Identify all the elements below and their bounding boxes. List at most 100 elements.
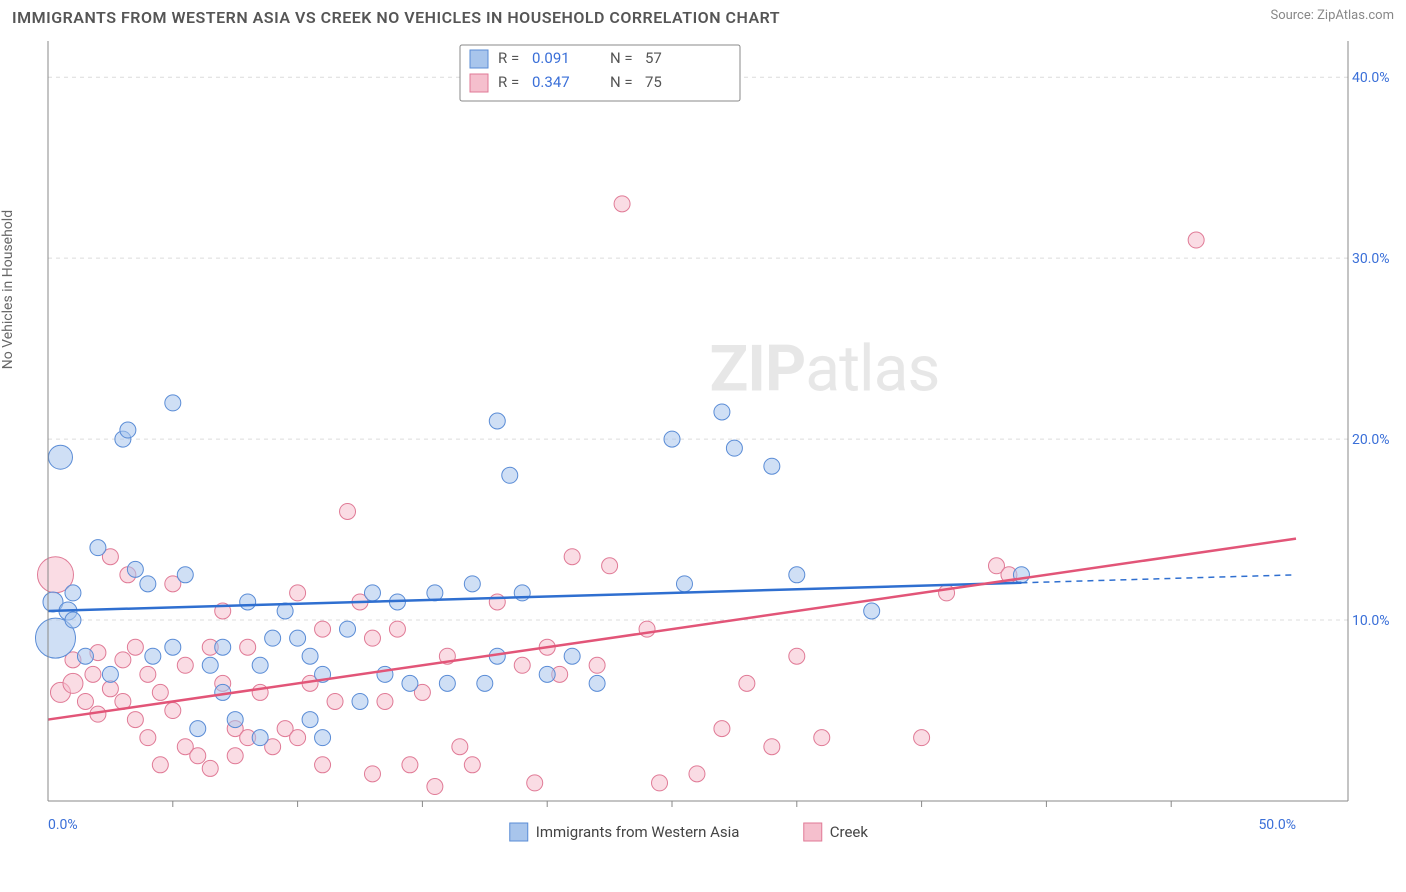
legend-n-value: 57	[645, 49, 662, 67]
data-point-creek	[914, 730, 930, 746]
bottom-legend-swatch-immigrants	[510, 823, 528, 841]
data-point-creek	[764, 739, 780, 755]
data-point-immigrants	[265, 630, 281, 646]
data-point-creek	[140, 730, 156, 746]
data-point-immigrants	[402, 675, 418, 691]
chart-title: IMMIGRANTS FROM WESTERN ASIA VS CREEK NO…	[12, 8, 780, 27]
legend-r-value: 0.091	[532, 49, 570, 67]
chart-container: No Vehicles in Household 10.0%20.0%30.0%…	[0, 31, 1406, 851]
data-point-creek	[652, 775, 668, 791]
data-point-creek	[115, 652, 131, 668]
data-point-creek	[202, 760, 218, 776]
data-point-creek	[514, 657, 530, 673]
data-point-creek	[814, 730, 830, 746]
bottom-legend-swatch-creek	[804, 823, 822, 841]
data-point-immigrants	[315, 730, 331, 746]
data-point-immigrants	[165, 395, 181, 411]
data-point-immigrants	[302, 712, 318, 728]
data-point-immigrants	[302, 648, 318, 664]
data-point-creek	[464, 757, 480, 773]
trend-line-dash-immigrants	[1021, 575, 1296, 583]
data-point-immigrants	[290, 630, 306, 646]
data-point-creek	[315, 621, 331, 637]
data-point-creek	[290, 585, 306, 601]
data-point-immigrants	[664, 431, 680, 447]
data-point-creek	[315, 757, 331, 773]
legend-n-value: 75	[645, 73, 662, 91]
data-point-creek	[63, 673, 83, 693]
data-point-immigrants	[352, 693, 368, 709]
data-point-creek	[240, 639, 256, 655]
data-point-creek	[739, 675, 755, 691]
data-point-creek	[389, 621, 405, 637]
data-point-creek	[589, 657, 605, 673]
data-point-creek	[377, 693, 393, 709]
data-point-creek	[340, 503, 356, 519]
data-point-creek	[140, 666, 156, 682]
data-point-creek	[789, 648, 805, 664]
data-point-creek	[102, 681, 118, 697]
legend-swatch-creek	[470, 74, 488, 92]
data-point-immigrants	[477, 675, 493, 691]
data-point-creek	[427, 779, 443, 795]
data-point-creek	[527, 775, 543, 791]
data-point-immigrants	[127, 561, 143, 577]
data-point-creek	[190, 748, 206, 764]
x-tick-label: 50.0%	[1258, 817, 1296, 833]
trend-line-creek	[48, 539, 1296, 720]
data-point-immigrants	[102, 666, 118, 682]
data-point-creek	[152, 684, 168, 700]
data-point-immigrants	[539, 666, 555, 682]
data-point-creek	[489, 594, 505, 610]
y-tick-label: 40.0%	[1352, 70, 1390, 86]
legend-n-label: N =	[610, 73, 633, 91]
data-point-creek	[689, 766, 705, 782]
data-point-creek	[452, 739, 468, 755]
data-point-immigrants	[240, 594, 256, 610]
data-point-immigrants	[215, 639, 231, 655]
legend-n-label: N =	[610, 49, 633, 67]
data-point-creek	[127, 639, 143, 655]
legend-r-label: R =	[498, 73, 519, 91]
data-point-immigrants	[77, 648, 93, 664]
data-point-creek	[364, 766, 380, 782]
data-point-creek	[85, 666, 101, 682]
data-point-creek	[364, 630, 380, 646]
legend-r-label: R =	[498, 49, 519, 67]
data-point-immigrants	[48, 445, 72, 469]
data-point-immigrants	[65, 612, 81, 628]
data-point-immigrants	[190, 721, 206, 737]
data-point-creek	[614, 196, 630, 212]
source-attribution: Source: ZipAtlas.com	[1270, 8, 1394, 23]
data-point-creek	[1188, 232, 1204, 248]
data-point-immigrants	[714, 404, 730, 420]
data-point-immigrants	[177, 567, 193, 583]
data-point-immigrants	[202, 657, 218, 673]
y-tick-label: 10.0%	[1352, 613, 1390, 629]
data-point-immigrants	[90, 540, 106, 556]
data-point-immigrants	[726, 440, 742, 456]
data-point-immigrants	[145, 648, 161, 664]
data-point-immigrants	[564, 648, 580, 664]
data-point-immigrants	[589, 675, 605, 691]
bottom-legend-label-immigrants: Immigrants from Western Asia	[536, 823, 740, 841]
data-point-immigrants	[252, 730, 268, 746]
data-point-immigrants	[676, 576, 692, 592]
y-tick-label: 20.0%	[1352, 432, 1390, 448]
data-point-creek	[177, 657, 193, 673]
data-point-immigrants	[502, 467, 518, 483]
data-point-immigrants	[864, 603, 880, 619]
data-point-immigrants	[165, 639, 181, 655]
legend-r-value: 0.347	[532, 73, 570, 91]
data-point-immigrants	[227, 712, 243, 728]
x-tick-label: 0.0%	[48, 817, 78, 833]
data-point-creek	[227, 748, 243, 764]
correlation-scatter-chart: 10.0%20.0%30.0%40.0%ZIPatlas0.0%50.0%R =…	[0, 31, 1406, 851]
data-point-immigrants	[489, 413, 505, 429]
data-point-creek	[327, 693, 343, 709]
data-point-immigrants	[120, 422, 136, 438]
bottom-legend-label-creek: Creek	[830, 823, 869, 841]
data-point-immigrants	[252, 657, 268, 673]
data-point-creek	[602, 558, 618, 574]
y-axis-title: No Vehicles in Household	[0, 210, 16, 369]
